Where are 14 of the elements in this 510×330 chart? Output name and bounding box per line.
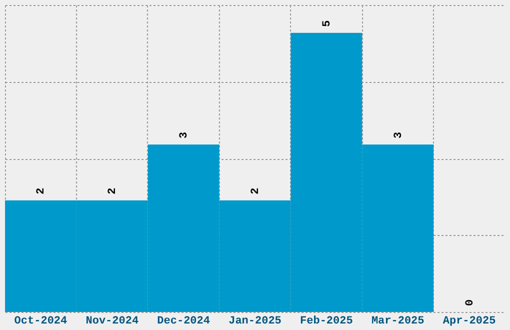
x-tick-label: Feb-2025 [300, 316, 354, 328]
data-label: 5 [321, 20, 334, 27]
data-label: 2 [250, 188, 262, 194]
data-label: 3 [178, 132, 191, 139]
x-tick-label: Mar-2025 [371, 316, 425, 328]
x-tick-label: Oct-2024 [14, 316, 68, 328]
x-tick-label: Dec-2024 [157, 316, 210, 328]
data-label: 0 [464, 299, 476, 306]
data-label: 2 [107, 188, 120, 194]
x-tick-label: Apr-2025 [442, 316, 496, 328]
data-label: 3 [392, 132, 405, 139]
x-tick-label: Jan-2025 [228, 316, 282, 328]
data-label: 2 [36, 188, 48, 194]
x-tick-label: Nov-2024 [86, 316, 139, 328]
